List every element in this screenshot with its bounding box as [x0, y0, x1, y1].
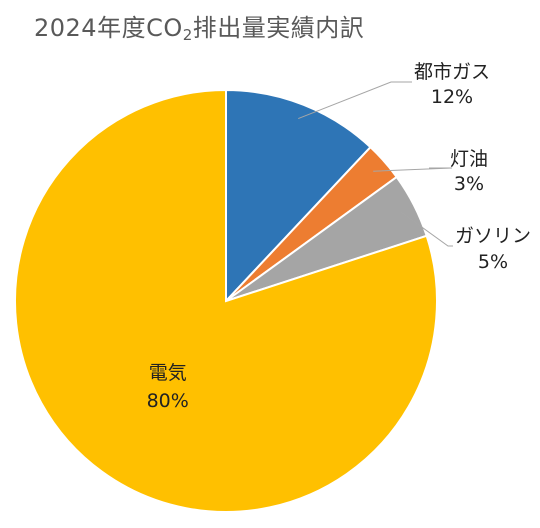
- leader-line-2: [400, 211, 453, 247]
- chart-title-suffix: 排出量実績内訳: [192, 14, 365, 42]
- leader-line-1: [373, 167, 453, 172]
- pie-slice-3: [14, 88, 438, 513]
- leader-lines: [298, 81, 453, 247]
- pie-slice-0: [225, 88, 372, 304]
- chart-title-subscript: 2: [182, 26, 193, 44]
- chart-title-prefix: 2024年度CO: [34, 14, 183, 42]
- slice-label-name-0: 都市ガス: [414, 61, 490, 83]
- slice-label-name-2: ガソリン: [455, 225, 531, 247]
- pie-slices: [14, 88, 438, 513]
- slice-label-value-2: 5%: [478, 251, 508, 273]
- slice-label-name-1: 灯油: [450, 148, 488, 170]
- leader-line-0: [298, 81, 412, 120]
- slice-label-value-3: 80%: [147, 390, 189, 412]
- slice-label-value-0: 12%: [431, 86, 473, 108]
- slice-label-name-3: 電気: [149, 362, 187, 384]
- slice-label-value-1: 3%: [454, 173, 484, 195]
- slice-labels: 都市ガス 12% 灯油 3% ガソリン 5% 電気 80%: [147, 61, 531, 412]
- chart-title: 2024年度CO2排出量実績内訳: [34, 8, 364, 44]
